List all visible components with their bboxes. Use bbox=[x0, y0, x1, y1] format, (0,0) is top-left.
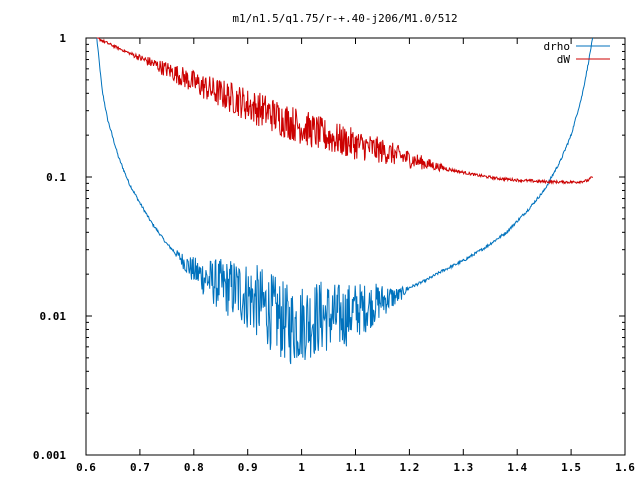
x-tick-label: 0.9 bbox=[238, 461, 258, 474]
x-tick-label: 1.5 bbox=[561, 461, 581, 474]
series-layer bbox=[96, 37, 594, 365]
x-tick-label: 1.6 bbox=[615, 461, 635, 474]
x-tick-label: 1.1 bbox=[346, 461, 366, 474]
y-tick-label: 0.001 bbox=[33, 449, 66, 462]
y-tick-label: 0.1 bbox=[46, 171, 66, 184]
x-tick-label: 1.4 bbox=[507, 461, 527, 474]
legend-label-drho: drho bbox=[544, 40, 571, 53]
x-tick-label: 0.6 bbox=[76, 461, 96, 474]
y-tick-label: 0.01 bbox=[40, 310, 67, 323]
x-tick-label: 1 bbox=[298, 461, 305, 474]
y-tick-label: 1 bbox=[59, 32, 66, 45]
series-line-drho bbox=[96, 37, 594, 365]
x-tick-label: 1.2 bbox=[399, 461, 419, 474]
x-tick-label: 0.8 bbox=[184, 461, 204, 474]
x-tick-label: 0.7 bbox=[130, 461, 150, 474]
chart-title: m1/n1.5/q1.75/r-+.40-j206/M1.0/512 bbox=[232, 12, 457, 25]
series-line-dW bbox=[96, 37, 594, 185]
legend-label-dW: dW bbox=[557, 53, 571, 66]
x-tick-label: 1.3 bbox=[453, 461, 473, 474]
axis-ticks: 0.6 0.7 0.8 0.9 1 1.1 1.2 1.3 1.4 1.5 1.6 0.001 0.01… bbox=[33, 32, 635, 474]
